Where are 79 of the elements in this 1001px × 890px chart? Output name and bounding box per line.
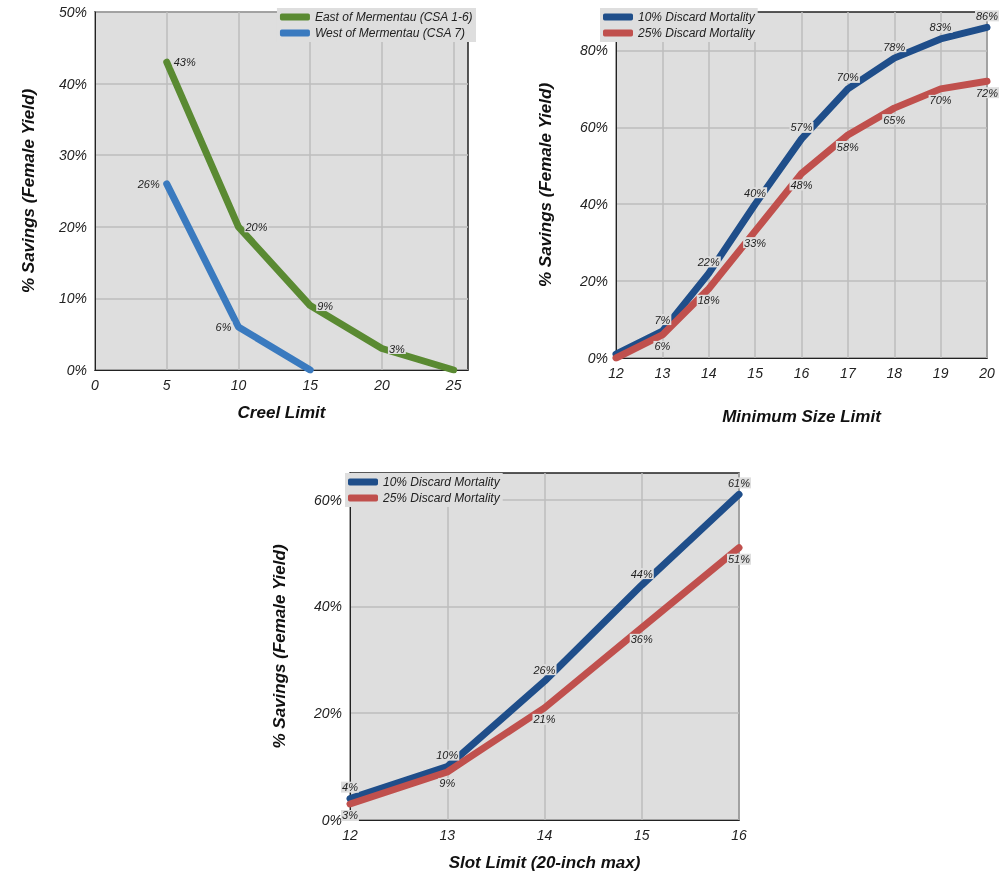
data-label: 10% [436,749,459,762]
data-label: 44% [630,567,653,580]
x-tick-label: 14 [700,365,717,381]
y-tick-label: 30% [58,147,87,164]
data-label: 70% [929,94,952,107]
y-tick-label: 80% [579,42,608,59]
x-tick-label: 17 [840,365,857,381]
y-tick-label: 10% [58,290,87,307]
y-axis-title: % Savings (Female Yield) [19,88,38,294]
data-label: 58% [836,140,860,153]
data-label: 4% [342,781,359,794]
x-tick-label: 13 [654,365,671,381]
y-tick-label: 60% [313,491,342,508]
x-tick-label: 18 [886,365,903,381]
data-label: 36% [630,633,653,646]
x-tick-label: 15 [747,365,764,381]
x-tick-label: 15 [633,827,650,843]
y-tick-label: 20% [312,705,342,722]
data-label: 86% [975,9,999,22]
data-label: 78% [883,40,906,53]
y-tick-label: 40% [579,196,608,213]
data-label: 57% [790,121,813,134]
x-axis-title: Slot Limit (20-inch max) [448,853,641,872]
x-tick-label: 12 [342,827,358,843]
x-tick-label: 16 [793,365,810,381]
data-label: 61% [727,476,751,489]
x-tick-label: 20 [373,377,390,393]
y-axis-title: % Savings (Female Yield) [536,82,555,288]
x-tick-label: 0 [91,377,100,393]
data-label: 26% [136,177,160,190]
x-tick-label: 15 [302,377,319,393]
data-label: 48% [790,178,813,191]
data-label: 70% [836,71,860,84]
y-tick-label: 0% [321,812,342,828]
y-tick-label: 40% [313,598,342,615]
legend-label: West of Mermentau (CSA 7) [314,26,465,40]
x-tick-label: 19 [932,365,949,381]
data-label: 40% [744,186,767,199]
data-label: 9% [439,777,456,790]
legend-label: 25% Discard Mortality [637,26,756,40]
x-tick-label: 25 [444,377,462,393]
data-label: 6% [215,321,232,334]
x-tick-label: 12 [608,365,624,381]
y-tick-label: 50% [58,4,87,20]
x-tick-label: 5 [162,377,171,393]
x-tick-label: 16 [731,827,747,843]
data-label: 20% [244,220,268,233]
x-tick-label: 10 [230,377,247,393]
data-label: 83% [929,21,952,34]
data-label: 7% [654,313,671,326]
x-tick-label: 14 [536,827,553,843]
data-label: 22% [696,255,720,268]
data-label: 72% [975,86,999,99]
legend-label: East of Mermentau (CSA 1-6) [314,10,473,24]
legend-label: 25% Discard Mortality [382,491,501,505]
y-tick-label: 20% [57,218,87,235]
data-label: 33% [744,236,767,249]
data-label: 65% [883,113,906,126]
data-label: 26% [532,663,556,676]
y-tick-label: 20% [578,273,608,290]
y-tick-label: 0% [587,350,608,366]
y-tick-label: 40% [58,75,87,92]
x-tick-label: 20 [978,365,995,381]
data-label: 3% [388,342,406,355]
data-label: 21% [532,713,556,726]
data-label: 43% [173,56,196,69]
y-axis-title: % Savings (Female Yield) [270,544,289,749]
data-label: 6% [654,340,671,353]
data-label: 3% [342,809,359,822]
data-label: 51% [727,553,751,566]
legend-label: 10% Discard Mortality [638,10,756,24]
x-axis-title: Creel Limit [237,403,327,422]
x-tick-label: 13 [439,827,456,843]
data-label: 9% [317,299,334,312]
y-tick-label: 0% [66,362,87,378]
legend-label: 10% Discard Mortality [383,475,501,489]
y-tick-label: 60% [579,119,608,136]
x-axis-title: Minimum Size Limit [722,407,883,426]
data-label: 18% [697,294,720,307]
